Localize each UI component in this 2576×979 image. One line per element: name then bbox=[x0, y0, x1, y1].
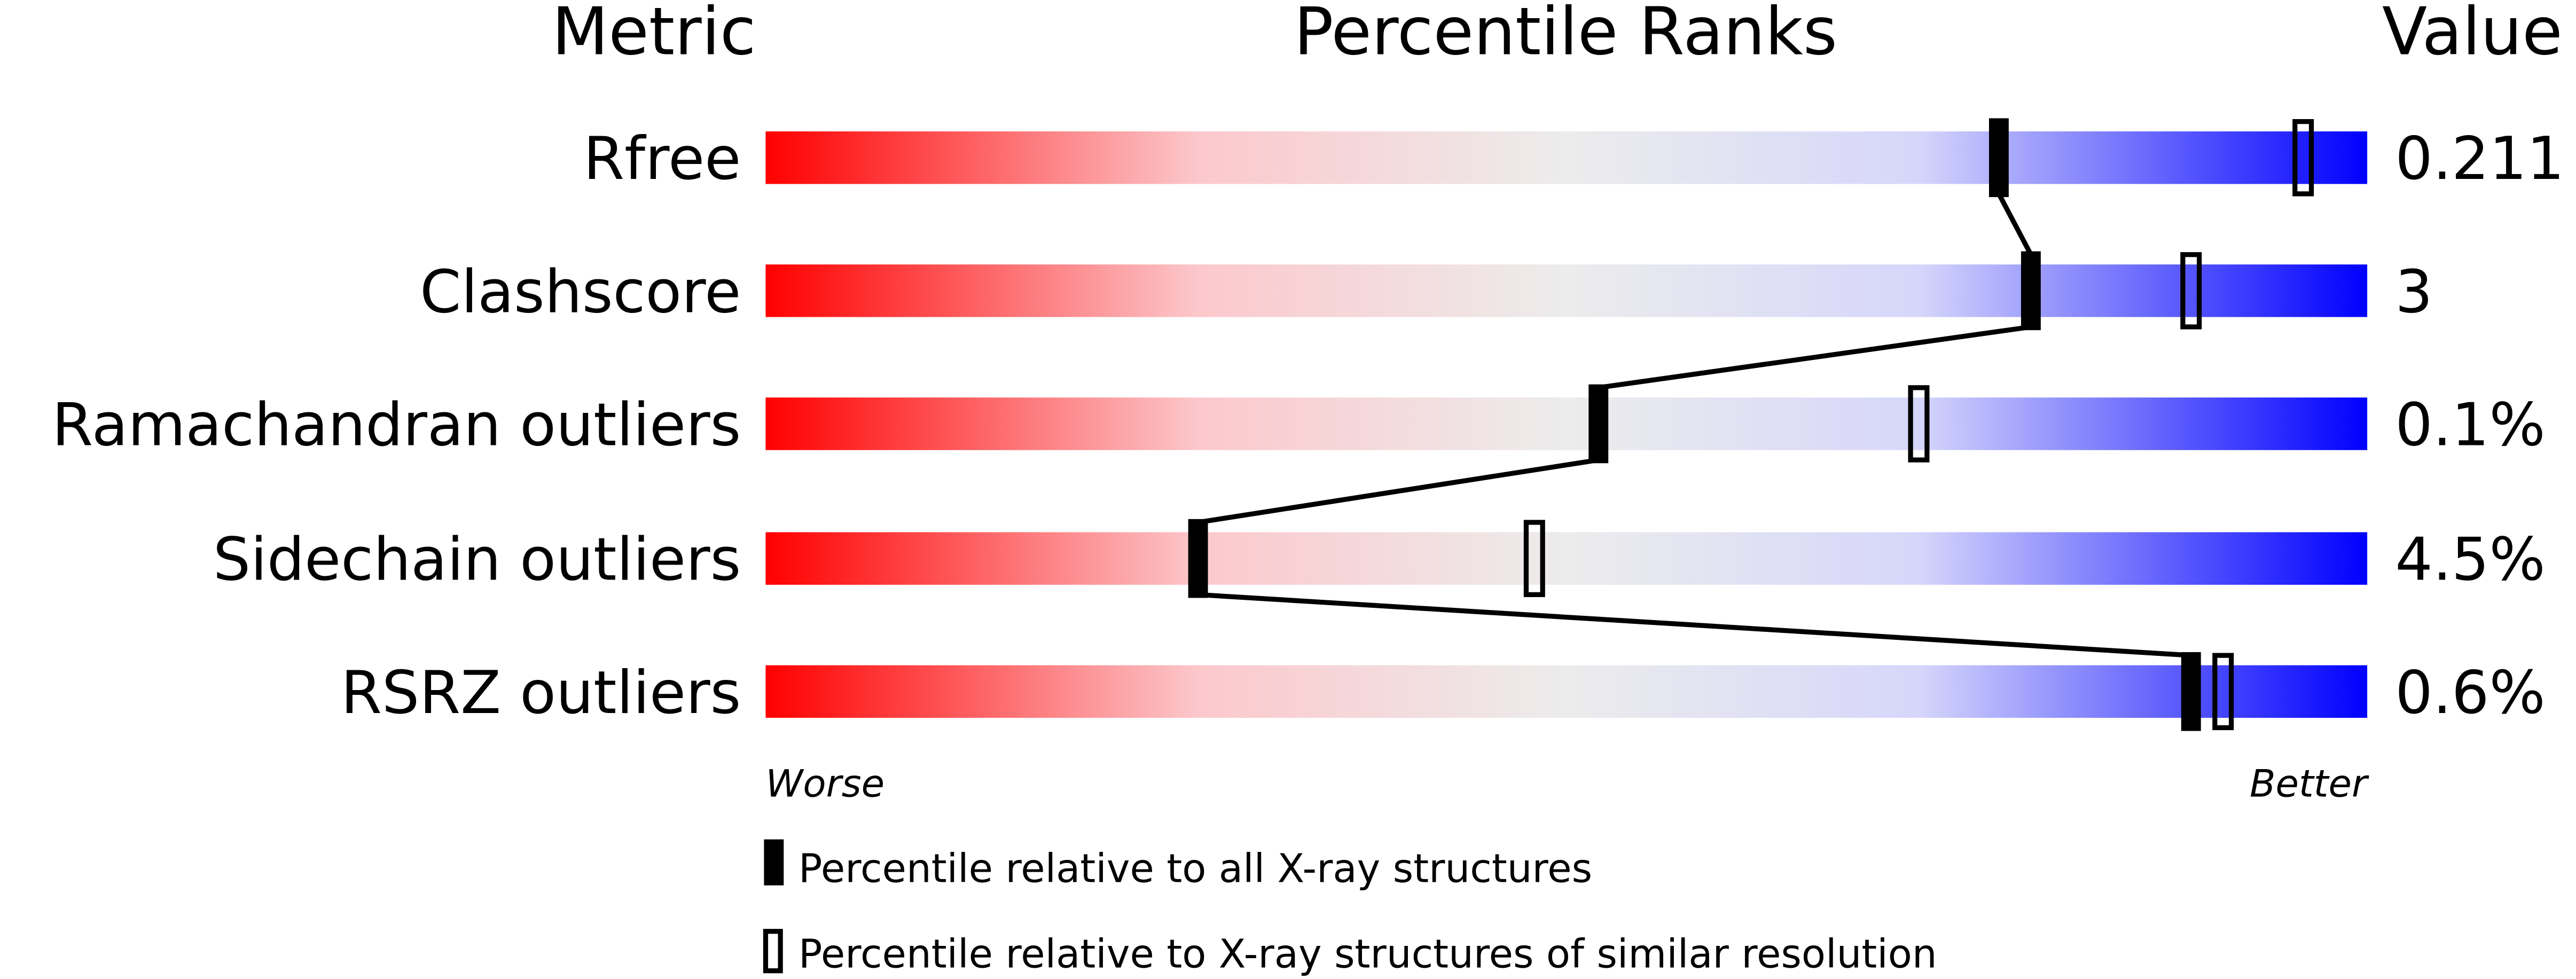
percentile-bar bbox=[765, 264, 2368, 317]
metric-value: 0.6% bbox=[2395, 659, 2545, 727]
legend-similar-label: Percentile relative to X-ray structures … bbox=[798, 931, 1937, 977]
metric-label: RSRZ outliers bbox=[341, 659, 741, 727]
metric-label: Clashscore bbox=[420, 257, 741, 326]
connector-line bbox=[1598, 324, 2032, 390]
all-structures-marker bbox=[2181, 652, 2201, 731]
similar-resolution-marker bbox=[1908, 385, 1930, 463]
all-structures-marker bbox=[1188, 519, 1208, 598]
all-structures-marker bbox=[2021, 251, 2041, 331]
similar-resolution-marker bbox=[2180, 252, 2202, 330]
metric-label: Rfree bbox=[583, 124, 741, 193]
header-metric: Metric bbox=[552, 0, 756, 70]
percentile-bar bbox=[765, 397, 2368, 450]
percentile-bar bbox=[765, 665, 2368, 718]
similar-resolution-marker bbox=[2292, 119, 2314, 197]
percentile-bar bbox=[765, 532, 2368, 585]
header-value: Value bbox=[2382, 0, 2563, 70]
similar-resolution-marker bbox=[1523, 520, 1545, 597]
metric-value: 4.5% bbox=[2395, 526, 2545, 594]
axis-label-better: Better bbox=[2250, 762, 2369, 806]
metric-value: 0.1% bbox=[2395, 390, 2545, 459]
metric-label: Sidechain outliers bbox=[213, 526, 741, 594]
all-structures-marker bbox=[1588, 384, 1609, 464]
metric-value: 3 bbox=[2395, 257, 2432, 326]
all-structures-marker bbox=[1988, 118, 2009, 198]
metric-label: Ramachandran outliers bbox=[52, 390, 741, 459]
similar-resolution-marker bbox=[2212, 653, 2234, 731]
legend-open-marker bbox=[763, 929, 783, 974]
metric-value: 0.211 bbox=[2395, 124, 2564, 193]
header-percentile-ranks: Percentile Ranks bbox=[1294, 0, 1837, 70]
connector-line bbox=[1996, 192, 2033, 256]
legend-filled-marker bbox=[764, 839, 784, 886]
connector-line bbox=[1197, 592, 2191, 658]
legend-all-label: Percentile relative to all X-ray structu… bbox=[798, 846, 1592, 892]
connector-line bbox=[1197, 457, 1599, 525]
percentile-bar bbox=[765, 131, 2368, 184]
axis-label-worse: Worse bbox=[765, 762, 884, 806]
